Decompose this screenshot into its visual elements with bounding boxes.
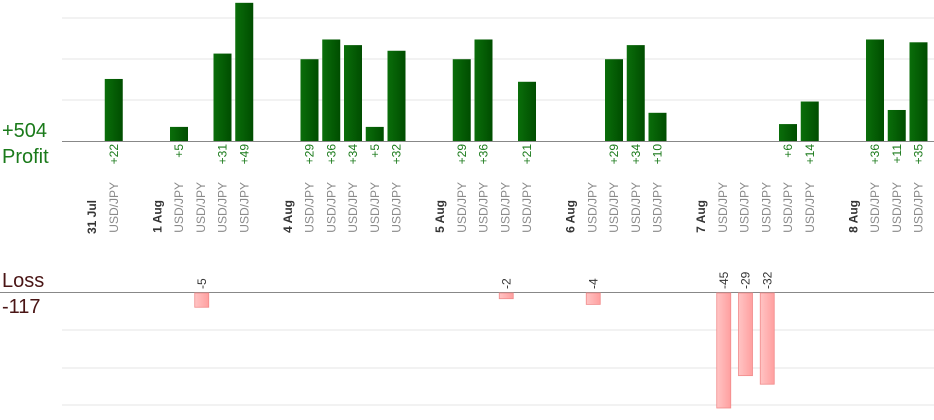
profit-value-label: +5 xyxy=(368,144,382,158)
profit-bar xyxy=(866,39,884,142)
profit-value-label: +6 xyxy=(781,144,795,158)
date-label: 4 Aug xyxy=(281,200,295,233)
pair-label: USD/JPY xyxy=(759,182,773,233)
profit-value-label: +32 xyxy=(390,144,404,165)
profit-value-label: +5 xyxy=(172,144,186,158)
pair-label: USD/JPY xyxy=(803,182,817,233)
pair-label: USD/JPY xyxy=(716,182,730,233)
pair-label: USD/JPY xyxy=(303,182,317,233)
profit-bar xyxy=(648,112,667,141)
profit-bar xyxy=(452,59,471,141)
profit-bar xyxy=(887,109,906,141)
profit-value-label: +35 xyxy=(912,144,926,165)
profit-bar xyxy=(387,50,406,142)
profit-value-label: +10 xyxy=(651,144,665,165)
profit-bar xyxy=(800,101,819,141)
pair-label: USD/JPY xyxy=(107,182,121,233)
profit-bar xyxy=(104,78,123,141)
pair-label: USD/JPY xyxy=(629,182,643,233)
profit-value-label: +36 xyxy=(477,144,491,165)
date-label: 5 Aug xyxy=(433,200,447,233)
profit-bar xyxy=(300,59,319,141)
labels: 31 Jul USD/JPY +22 1 Aug USD/JPY +5 USD/JPY -5 U… xyxy=(85,144,926,289)
pair-label: USD/JPY xyxy=(498,182,512,233)
profit-value-label: +36 xyxy=(324,144,338,165)
axes xyxy=(0,141,934,293)
pair-label: USD/JPY xyxy=(324,182,338,233)
profit-value-label: +36 xyxy=(868,144,882,165)
profit-bar xyxy=(909,42,928,141)
profit-bar xyxy=(235,2,254,141)
profit-label: Profit xyxy=(2,146,49,168)
loss-bar xyxy=(585,292,601,305)
loss-bar xyxy=(498,292,514,300)
pair-label: USD/JPY xyxy=(520,182,534,233)
loss-value-label: -29 xyxy=(739,271,753,289)
profit-bar xyxy=(322,39,341,142)
profit-total: +504 xyxy=(2,120,47,142)
pair-label: USD/JPY xyxy=(738,182,752,233)
profit-bar xyxy=(344,45,362,142)
profit-value-label: +29 xyxy=(303,144,317,165)
profit-bar xyxy=(605,59,623,141)
profit-bar xyxy=(518,81,536,141)
profit-bar xyxy=(626,45,645,142)
profit-value-label: +29 xyxy=(455,144,469,165)
pair-label: USD/JPY xyxy=(172,182,186,233)
profit-value-label: +34 xyxy=(629,144,643,165)
pair-label: USD/JPY xyxy=(368,182,382,233)
profit-bar xyxy=(170,126,188,141)
profit-value-label: +31 xyxy=(216,144,230,165)
loss-total: -117 xyxy=(2,296,41,318)
loss-bar xyxy=(716,292,732,409)
loss-bar xyxy=(194,292,210,308)
loss-bar xyxy=(738,292,753,377)
profit-value-label: +34 xyxy=(346,144,360,165)
pair-label: USD/JPY xyxy=(585,182,599,233)
date-label: 1 Aug xyxy=(150,200,164,233)
loss-value-label: -45 xyxy=(717,271,731,289)
profit-value-label: +14 xyxy=(803,144,817,165)
pair-label: USD/JPY xyxy=(390,182,404,233)
loss-value-label: -2 xyxy=(499,278,513,289)
profit-bar xyxy=(213,53,232,141)
date-label: 6 Aug xyxy=(564,200,578,233)
profit-bar xyxy=(365,126,384,141)
profit-value-label: +29 xyxy=(607,144,621,165)
profit-value-label: +11 xyxy=(890,144,904,164)
profit-bar xyxy=(474,39,493,142)
pair-label: USD/JPY xyxy=(890,182,904,233)
loss-value-label: -32 xyxy=(760,271,774,289)
profit-bar xyxy=(779,124,797,141)
date-label: 31 Jul xyxy=(85,200,99,234)
date-label: 8 Aug xyxy=(846,200,860,233)
gridlines xyxy=(62,17,934,406)
loss-value-label: -4 xyxy=(586,278,600,289)
pair-label: USD/JPY xyxy=(477,182,491,233)
pair-label: USD/JPY xyxy=(651,182,665,233)
pair-label: USD/JPY xyxy=(194,182,208,233)
pair-label: USD/JPY xyxy=(868,182,882,233)
loss-label: Loss xyxy=(2,270,44,292)
pair-label: USD/JPY xyxy=(781,182,795,233)
loss-value-label: -5 xyxy=(195,278,209,289)
profit-value-label: +21 xyxy=(520,144,534,165)
profit-value-label: +49 xyxy=(237,144,251,165)
profit-value-label: +22 xyxy=(107,144,121,165)
pair-label: USD/JPY xyxy=(346,182,360,233)
pair-label: USD/JPY xyxy=(237,182,251,233)
bars xyxy=(104,2,928,409)
pair-label: USD/JPY xyxy=(455,182,469,233)
pair-label: USD/JPY xyxy=(607,182,621,233)
pair-label: USD/JPY xyxy=(912,182,926,233)
loss-bar xyxy=(759,292,775,385)
pair-label: USD/JPY xyxy=(216,182,230,233)
date-label: 7 Aug xyxy=(694,200,708,233)
